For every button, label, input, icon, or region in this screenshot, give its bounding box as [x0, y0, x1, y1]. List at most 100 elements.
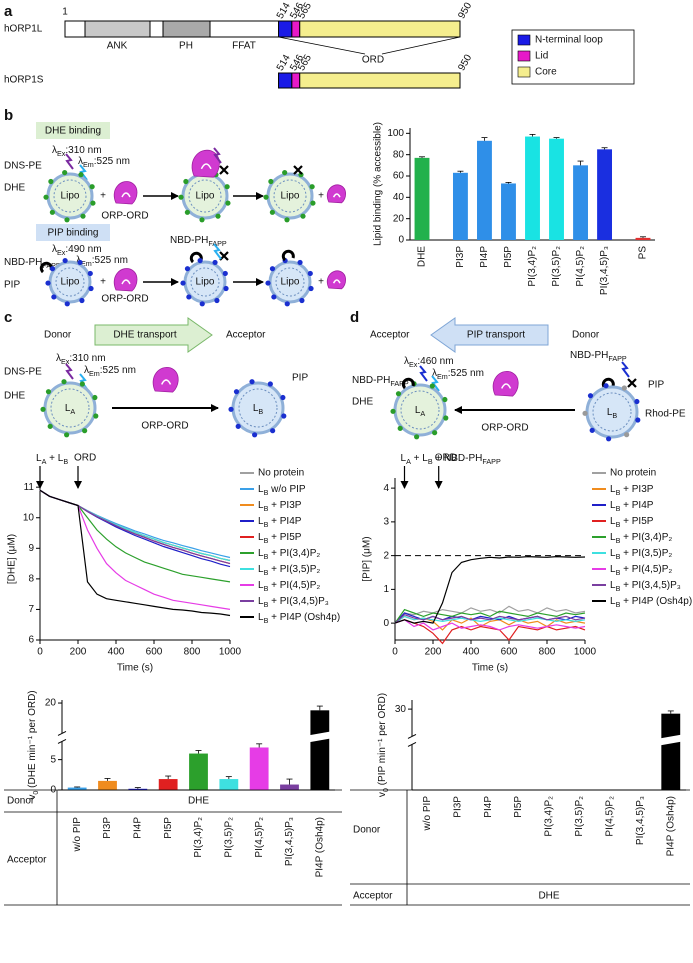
- legend-label-part: L: [610, 564, 616, 575]
- panel-label: b: [4, 107, 13, 124]
- y-axis-label: v0 (PIP min⁻¹ per ORD): [377, 693, 391, 797]
- wavelength-part: :490 nm: [65, 244, 101, 255]
- legend-label: LB w/o PIP: [258, 484, 306, 498]
- lipid-dot: [310, 200, 316, 206]
- nbd-label-part: FAPP: [608, 354, 627, 363]
- lipid-dot: [300, 213, 306, 219]
- lipid-dot: [82, 428, 88, 434]
- legend-label-part: + PI(3,4,5)P₃: [268, 596, 329, 607]
- x-tick-label: 800: [539, 647, 556, 658]
- liposome-label-part: L: [607, 407, 613, 418]
- lipid-dot: [45, 280, 51, 286]
- lipid-dot: [64, 217, 70, 223]
- role-label: Acceptor: [226, 330, 266, 341]
- legend-label-part: + PI5P: [620, 516, 653, 527]
- data-line: [394, 605, 586, 624]
- lipid-dot: [233, 389, 240, 395]
- x-tick-label: PI5P: [163, 817, 174, 839]
- lipid-dot: [271, 294, 277, 300]
- bar: [452, 172, 468, 240]
- orp-ord-label: ORP-ORD: [481, 423, 528, 434]
- annotation-part: L: [401, 453, 407, 464]
- x-tick-label: DHE: [417, 246, 428, 267]
- wavelength-part: Em: [89, 369, 100, 378]
- cross: [219, 165, 229, 175]
- lipid-dot: [43, 194, 49, 200]
- data-line: [39, 489, 231, 562]
- lipid-dot: [252, 432, 258, 438]
- lipid-dot: [582, 410, 588, 416]
- annotation-part: A: [42, 457, 47, 466]
- lipid-dot: [223, 285, 229, 292]
- lipid-dot: [184, 266, 191, 272]
- legend-label-part: B: [616, 552, 621, 561]
- bar: [501, 183, 516, 240]
- lipid-dot: [199, 217, 205, 223]
- y-tick-label: 0: [398, 235, 404, 246]
- legend-label: LB + PI(3,5)P₂: [258, 564, 320, 578]
- lipid-dot: [184, 209, 190, 215]
- liposome-label: Lipo: [61, 191, 80, 202]
- x-tick-label: PI4P (Osh4p): [665, 796, 676, 856]
- legend-swatch: [517, 34, 531, 46]
- nbd-label-part: NBD-PH: [4, 257, 42, 268]
- x-tick-label: 800: [184, 647, 201, 658]
- liposome-label-part: B: [612, 411, 617, 420]
- axis-break: [57, 738, 67, 744]
- wavelength-part: :460 nm: [417, 356, 453, 367]
- bar: [67, 787, 87, 790]
- y-tick-label: 20: [45, 698, 57, 709]
- transport-arrow: [430, 317, 549, 353]
- y-tick-label: 20: [393, 213, 405, 224]
- lipid-dot: [62, 257, 68, 264]
- lipid-dot: [228, 406, 234, 412]
- annotation-part: B: [428, 457, 433, 466]
- bar: [98, 780, 117, 790]
- wavelength: λEm:525 nm: [76, 255, 128, 269]
- legend-label-part: B: [616, 504, 621, 513]
- liposome-label-part: A: [70, 407, 75, 416]
- lipid-dot: [61, 379, 67, 385]
- x-tick-label: PI4P: [483, 796, 494, 818]
- lipid-dot: [443, 415, 449, 421]
- legend-label-part: B: [264, 520, 269, 529]
- legend-label-part: + PI4P (Osh4p): [620, 596, 692, 607]
- data-line: [39, 489, 231, 562]
- lipid-dot: [297, 259, 303, 266]
- legend-label: LB + PI4P: [258, 516, 302, 530]
- legend-label-part: B: [264, 600, 269, 609]
- x-tick-label: 400: [108, 647, 125, 658]
- dhe-label: DHE: [4, 183, 25, 194]
- data-line: [394, 555, 586, 624]
- wavelength-part: :525 nm: [94, 156, 130, 167]
- lipid-dot: [197, 257, 203, 264]
- wavelength-part: λ: [432, 368, 437, 379]
- legend-label-part: L: [258, 580, 264, 591]
- y-axis-label-part: (PIP min⁻¹ per ORD): [377, 693, 388, 788]
- legend-label: LB + PI3P: [258, 500, 302, 514]
- y-tick-label: 0: [383, 618, 389, 629]
- lipid-dot: [284, 301, 290, 307]
- role-label: Donor: [44, 330, 72, 341]
- wavelength-part: Ex: [61, 357, 70, 366]
- lipid-dot: [62, 169, 68, 176]
- annotation: LA + LB: [36, 453, 68, 467]
- lipid-dot: [49, 266, 56, 272]
- wavelength: λEx:460 nm: [404, 356, 454, 370]
- liposome-inner: [275, 267, 305, 297]
- legend-box: [511, 29, 635, 85]
- legend-label-part: + PI5P: [268, 532, 301, 543]
- legend-label-part: B: [616, 568, 621, 577]
- light-bolt: [621, 361, 630, 378]
- wavelength-part: λ: [78, 156, 83, 167]
- lipid-dot: [284, 217, 290, 223]
- wavelength-part: :310 nm: [69, 353, 105, 364]
- y-tick-label: 30: [395, 704, 407, 715]
- axis-break: [407, 741, 417, 747]
- lipid-dot: [64, 432, 70, 438]
- lipid-dot: [265, 280, 271, 286]
- annotation-part: + NBD-PH: [433, 453, 483, 464]
- lipid-dot: [78, 172, 84, 178]
- y-tick-label: 9: [28, 543, 34, 554]
- legend-label-part: + PI(3,5)P₂: [268, 564, 320, 575]
